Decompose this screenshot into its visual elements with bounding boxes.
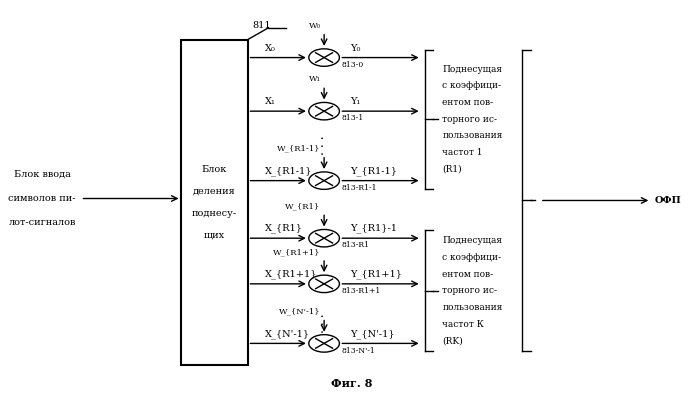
Text: торного ис-: торного ис- bbox=[442, 286, 498, 295]
Text: Y_{R1}-1: Y_{R1}-1 bbox=[350, 224, 397, 233]
Text: W_{R1+1}: W_{R1+1} bbox=[273, 248, 321, 256]
Text: (RK): (RK) bbox=[442, 336, 463, 345]
Text: · · ·: · · · bbox=[318, 314, 330, 333]
Text: X₀: X₀ bbox=[265, 44, 276, 53]
Text: Y_{R1-1}: Y_{R1-1} bbox=[350, 166, 397, 176]
Text: Поднесущая: Поднесущая bbox=[442, 236, 503, 245]
Text: 813-0: 813-0 bbox=[342, 61, 364, 69]
Text: частот 1: частот 1 bbox=[442, 148, 483, 157]
Text: Y_{R1+1}: Y_{R1+1} bbox=[350, 270, 402, 279]
Text: 813-1: 813-1 bbox=[342, 114, 364, 122]
Text: X_{R1-1}: X_{R1-1} bbox=[265, 166, 312, 176]
Text: пользования: пользования bbox=[442, 303, 503, 312]
Text: W_{R1}: W_{R1} bbox=[286, 202, 321, 210]
Text: Блок: Блок bbox=[202, 165, 228, 174]
Text: деления: деления bbox=[193, 187, 236, 196]
Text: Y_{N'-1}: Y_{N'-1} bbox=[350, 329, 395, 339]
Text: пользования: пользования bbox=[442, 131, 503, 140]
Text: ентом пов-: ентом пов- bbox=[442, 98, 493, 107]
Text: 813-R1: 813-R1 bbox=[342, 241, 370, 249]
Text: W₀: W₀ bbox=[309, 22, 321, 30]
Text: 813-N'-1: 813-N'-1 bbox=[342, 347, 375, 355]
Text: поднесу-: поднесу- bbox=[192, 209, 237, 218]
Text: с коэффици-: с коэффици- bbox=[442, 253, 501, 262]
Text: 813-R1-1: 813-R1-1 bbox=[342, 184, 377, 192]
Text: X_{R1+1}: X_{R1+1} bbox=[265, 270, 317, 279]
Text: 813-R1+1: 813-R1+1 bbox=[342, 287, 381, 295]
Text: символов пи-: символов пи- bbox=[8, 194, 76, 203]
Text: Y₁: Y₁ bbox=[350, 97, 360, 106]
Text: щих: щих bbox=[204, 231, 225, 240]
Text: Поднесущая: Поднесущая bbox=[442, 65, 503, 73]
Text: частот К: частот К bbox=[442, 320, 484, 329]
Text: ОФП: ОФП bbox=[654, 196, 682, 205]
Text: · · ·: · · · bbox=[318, 135, 330, 155]
Text: W_{N'-1}: W_{N'-1} bbox=[279, 308, 321, 316]
Text: Y₀: Y₀ bbox=[350, 44, 360, 53]
Text: W₁: W₁ bbox=[309, 75, 321, 83]
Text: 811: 811 bbox=[252, 21, 271, 30]
FancyBboxPatch shape bbox=[181, 40, 248, 365]
Text: X_{N'-1}: X_{N'-1} bbox=[265, 329, 310, 339]
Text: (R1): (R1) bbox=[442, 165, 462, 173]
Text: Фиг. 8: Фиг. 8 bbox=[331, 378, 372, 389]
Text: ентом пов-: ентом пов- bbox=[442, 270, 493, 279]
Text: Блок ввода: Блок ввода bbox=[14, 170, 71, 179]
Text: торного ис-: торного ис- bbox=[442, 115, 498, 123]
Text: лот-сигналов: лот-сигналов bbox=[8, 218, 76, 227]
Text: X_{R1}: X_{R1} bbox=[265, 224, 303, 233]
Text: X₁: X₁ bbox=[265, 97, 276, 106]
Text: с коэффици-: с коэффици- bbox=[442, 81, 501, 90]
Text: W_{R1-1}: W_{R1-1} bbox=[277, 145, 321, 153]
